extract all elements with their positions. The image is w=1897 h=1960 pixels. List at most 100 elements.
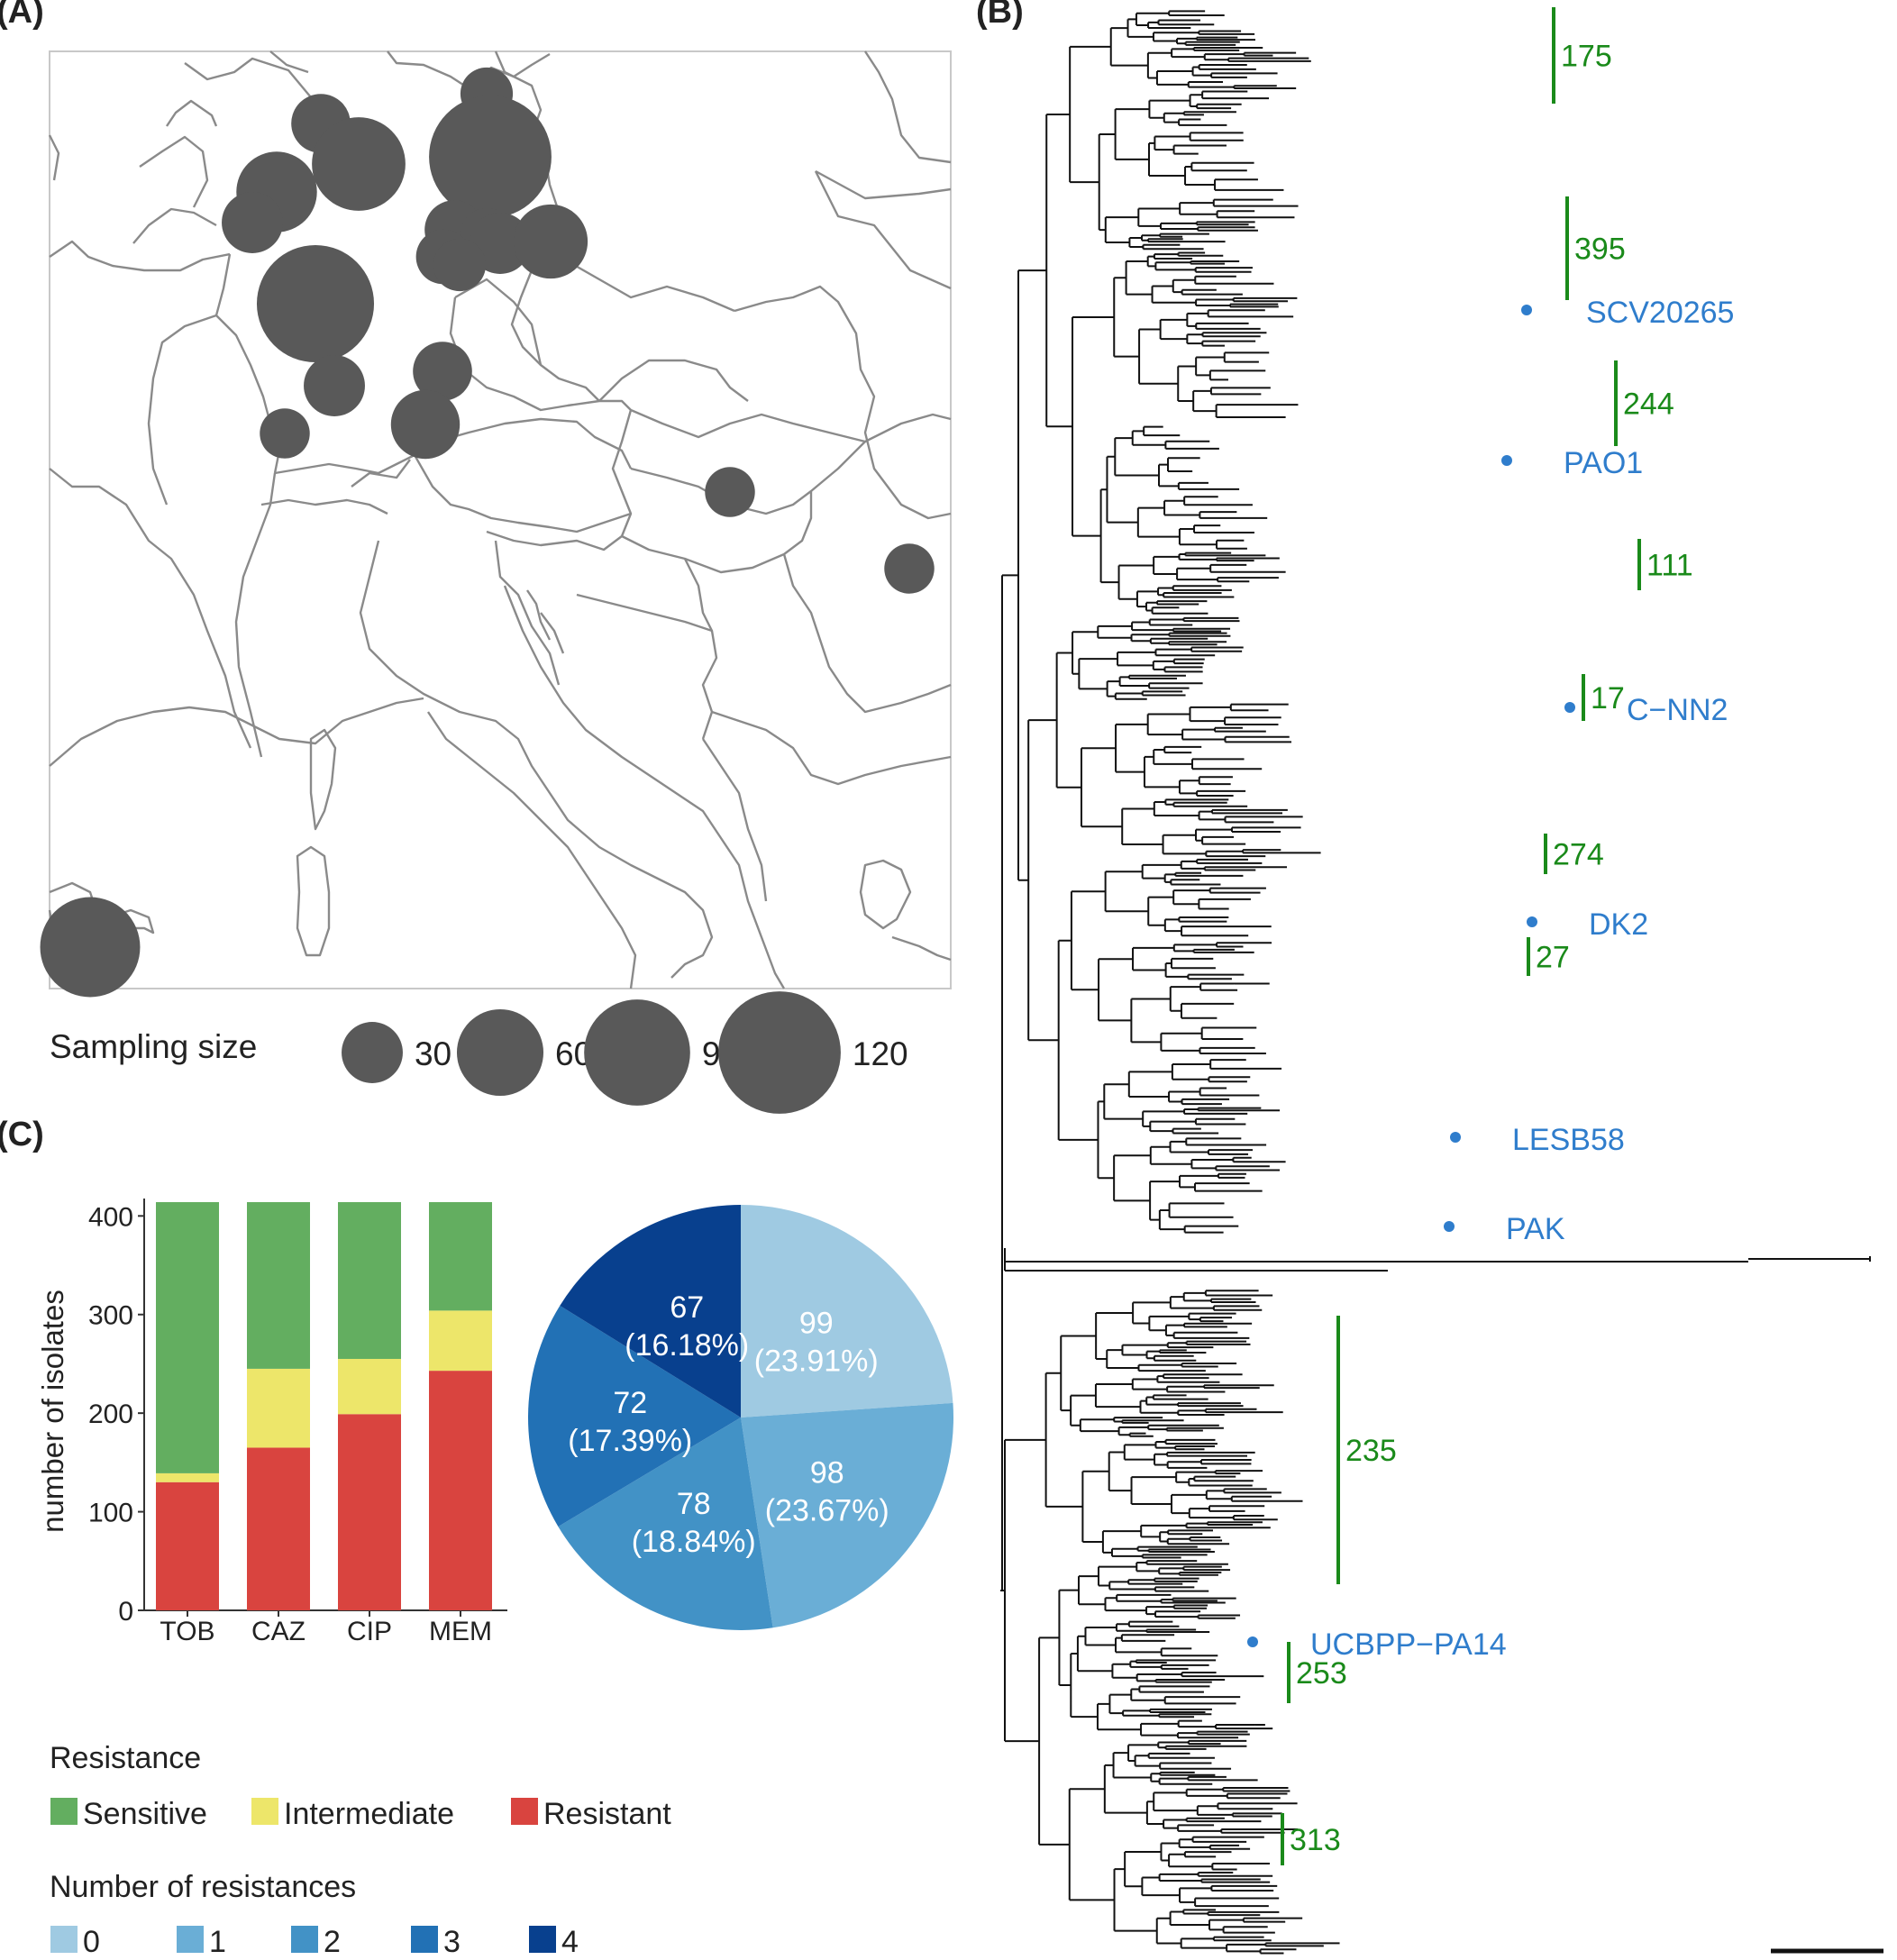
clade-label-244: 244	[1623, 387, 1674, 422]
sampling-site	[260, 408, 310, 459]
panel-b-label: (B)	[976, 0, 1024, 31]
sampling-site	[222, 192, 283, 253]
bar-y-tick-label: 400	[88, 1202, 133, 1232]
number-legend-items: 0 1 2 3 4	[50, 1925, 579, 1959]
legend-swatch-sensitive	[50, 1798, 78, 1825]
legend-label-resistant: Resistant	[543, 1797, 671, 1831]
tree-clades: 175 395 244 111 17 274 27 235 253 313	[1281, 7, 1693, 1865]
pie-value-label: 98	[810, 1456, 844, 1491]
pie-value-label: 78	[677, 1487, 711, 1521]
bar-y-tick-label: 300	[88, 1301, 133, 1331]
reference-label: DK2	[1589, 907, 1648, 942]
pie-percent-label: (16.18%)	[625, 1328, 749, 1363]
tree-branch-paths	[1000, 10, 1871, 1955]
bar-x-tick-label: TOB	[160, 1617, 214, 1646]
clade-label-395: 395	[1574, 232, 1626, 267]
reference-dot	[1527, 916, 1537, 927]
bar-resistant-mem	[429, 1371, 492, 1610]
bar-intermediate-tob	[156, 1472, 219, 1482]
sampling-site	[705, 467, 755, 517]
number-legend-title: Number of resistances	[50, 1870, 356, 1904]
reference-label: LESB58	[1512, 1123, 1625, 1157]
sampling-site	[884, 543, 935, 594]
panel-a-label: (A)	[0, 0, 44, 31]
sampling-site	[413, 342, 472, 401]
pie-value-label: 72	[613, 1386, 647, 1420]
legend-swatch-res-1	[177, 1926, 204, 1953]
pie-value-label: 99	[799, 1306, 834, 1340]
reference-dot	[1564, 702, 1575, 713]
resistance-legend-items: Sensitive Intermediate Resistant	[50, 1797, 671, 1831]
bar-resistant-caz	[247, 1447, 310, 1610]
clade-label-274: 274	[1553, 838, 1604, 872]
map-panel: Sampling size 306090120	[40, 50, 952, 1114]
clade-label-235: 235	[1345, 1434, 1397, 1468]
pie-percent-label: (23.67%)	[765, 1494, 889, 1528]
clade-label-313: 313	[1290, 1823, 1341, 1857]
bar-axes: 0 100 200 300 400 TOB CAZ CIP MEM	[88, 1199, 507, 1646]
bar-sensitive-cip	[338, 1202, 401, 1359]
reference-dot	[1521, 305, 1532, 315]
reference-dot	[1247, 1636, 1258, 1647]
tree-references: SCV20265 PAO1 C−NN2 DK2 LESB58 PAK UCBPP−PA14	[1247, 296, 1734, 1662]
resistance-legend: Resistance Sensitive Intermediate Resistan…	[50, 1741, 671, 1831]
bar-marks	[156, 1202, 492, 1610]
sampling-site	[312, 117, 406, 211]
sampling-site	[304, 355, 365, 416]
bar-resistant-tob	[156, 1481, 219, 1610]
legend-swatch-res-0	[50, 1926, 78, 1953]
sampling-legend-label: 30	[415, 1035, 451, 1072]
reference-label: PAO1	[1564, 446, 1643, 480]
pie-percent-label: (18.84%)	[632, 1525, 756, 1559]
map-bubbles	[40, 67, 935, 998]
bar-x-tick-label: MEM	[429, 1617, 492, 1646]
legend-label-intermediate: Intermediate	[284, 1797, 454, 1831]
legend-label-res-0: 0	[83, 1925, 100, 1959]
pie-value-label: 67	[670, 1290, 704, 1325]
bar-sensitive-tob	[156, 1202, 219, 1473]
clade-label-17: 17	[1591, 681, 1625, 716]
tree-branches	[1000, 10, 1871, 1955]
bar-y-tick-label: 100	[88, 1499, 133, 1528]
bar-y-axis-label: number of isolates	[36, 1290, 69, 1533]
legend-swatch-res-3	[411, 1926, 438, 1953]
panel-c-label: (C)	[0, 1116, 44, 1153]
map-borders	[48, 50, 952, 989]
sampling-legend-circle	[342, 1022, 403, 1083]
bar-chart: 0 100 200 300 400 TOB CAZ CIP MEM number of isol…	[36, 1199, 507, 1646]
sampling-site	[40, 897, 141, 998]
clade-label-27: 27	[1536, 941, 1570, 975]
reference-label: UCBPP−PA14	[1310, 1627, 1507, 1662]
reference-label: PAK	[1506, 1212, 1565, 1246]
legend-label-sensitive: Sensitive	[83, 1797, 207, 1831]
sampling-site	[429, 96, 552, 218]
sampling-legend-label: 120	[853, 1035, 908, 1072]
bar-resistant-cip	[338, 1414, 401, 1610]
bar-intermediate-caz	[247, 1368, 310, 1448]
clade-label-175: 175	[1561, 40, 1612, 74]
pie-percent-label: (23.91%)	[754, 1344, 879, 1378]
resistance-legend-title: Resistance	[50, 1741, 201, 1775]
bar-x-tick-label: CIP	[347, 1617, 392, 1646]
bar-y-tick-label: 200	[88, 1399, 133, 1429]
clade-label-253: 253	[1296, 1656, 1347, 1691]
pie-percent-label: (17.39%)	[568, 1424, 692, 1458]
bar-sensitive-mem	[429, 1202, 492, 1311]
sampling-legend: 306090120	[342, 991, 908, 1114]
reference-dot	[1450, 1132, 1461, 1143]
bar-intermediate-cip	[338, 1358, 401, 1415]
sampling-legend-circle	[456, 1008, 544, 1097]
sampling-site	[513, 204, 588, 279]
legend-label-res-3: 3	[443, 1925, 461, 1959]
bar-sensitive-caz	[247, 1202, 310, 1369]
bar-x-tick-label: CAZ	[251, 1617, 306, 1646]
legend-swatch-resistant	[511, 1798, 538, 1825]
pie-slice-0	[741, 1205, 953, 1418]
legend-label-res-2: 2	[324, 1925, 341, 1959]
legend-swatch-res-4	[529, 1926, 556, 1953]
pie-slice-2	[558, 1418, 773, 1630]
reference-dot	[1444, 1221, 1455, 1232]
pie-chart: 99 (23.91%) 98(23.67%) 78 (18.84%) 72 (17.39%)…	[527, 1205, 953, 1630]
legend-label-res-4: 4	[561, 1925, 579, 1959]
